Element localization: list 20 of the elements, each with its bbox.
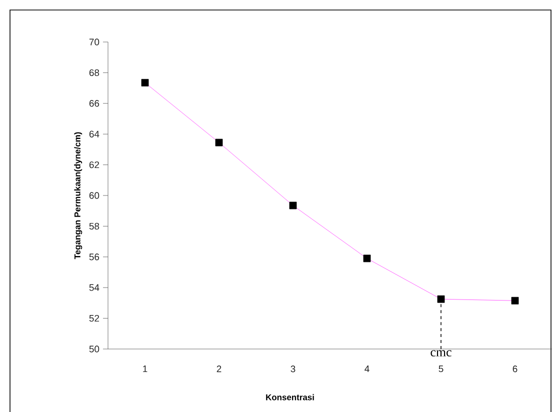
y-tick-label: 62: [89, 161, 100, 168]
y-tick-label: 56: [89, 254, 100, 260]
x-tick-label: 3: [290, 366, 296, 372]
y-axis-title: Tegangan Permukaan(dyne/cm): [74, 132, 82, 260]
x-tick-label: 4: [364, 366, 370, 372]
y-tick-label: 60: [89, 192, 100, 199]
x-axis-title: Konsentrasi: [266, 394, 314, 400]
y-tick-label: 70: [89, 38, 100, 46]
y-tick-label: 58: [89, 222, 100, 230]
y-tick-label: 50: [89, 346, 100, 352]
x-tick-label: 5: [438, 366, 444, 372]
y-tick-label: 54: [89, 284, 100, 291]
x-tick-label: 6: [512, 366, 518, 372]
y-tick-label: 68: [89, 69, 100, 76]
ref-line-label: cmc: [430, 350, 452, 356]
y-tick-label: 52: [89, 314, 100, 322]
y-tick-label: 66: [89, 100, 100, 107]
x-tick-label: 1: [143, 366, 148, 372]
y-tick-label: 64: [89, 130, 100, 138]
x-tick-label: 2: [216, 366, 222, 372]
